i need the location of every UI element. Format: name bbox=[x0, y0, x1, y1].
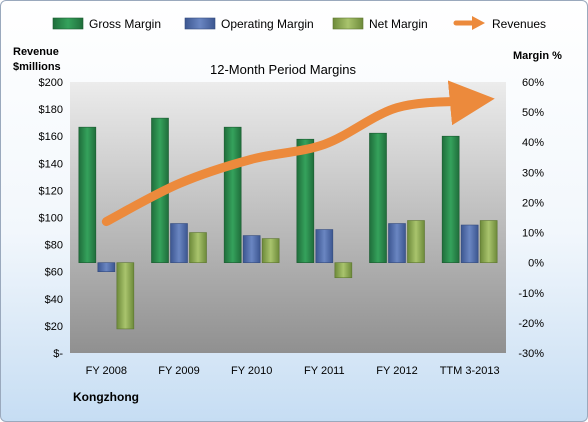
bar-operating-margin bbox=[388, 223, 406, 263]
chart-title: 12-Month Period Margins bbox=[210, 62, 356, 77]
left-tick-label: $140 bbox=[39, 158, 63, 170]
left-tick-label: $120 bbox=[39, 185, 63, 197]
bar-operating-margin bbox=[460, 224, 479, 263]
right-tick-label: -20% bbox=[518, 318, 544, 330]
bar-gross-margin bbox=[223, 126, 242, 263]
legend-label-gross-margin: Gross Margin bbox=[89, 17, 161, 31]
left-tick-label: $160 bbox=[39, 131, 63, 143]
right-tick-label: -30% bbox=[518, 348, 544, 360]
right-tick-label: 40% bbox=[522, 137, 544, 149]
bar-gross-margin bbox=[296, 138, 315, 263]
category-label: FY 2010 bbox=[231, 365, 272, 377]
bar-operating-margin bbox=[97, 262, 116, 272]
right-tick-label: 10% bbox=[522, 228, 544, 240]
right-axis-title: Margin % bbox=[513, 50, 562, 62]
category-axis: FY 2008 FY 2009 FY 2010 FY 2011 FY 2012 TTM 3… bbox=[86, 365, 500, 377]
company-name: Kongzhong bbox=[73, 390, 139, 404]
bar-net-margin bbox=[189, 232, 207, 263]
legend-swatch-gross-margin bbox=[52, 17, 84, 30]
right-tick-label: 60% bbox=[522, 77, 544, 89]
category-label: FY 2011 bbox=[304, 365, 345, 377]
left-tick-label: $60 bbox=[45, 267, 63, 279]
left-tick-label: $20 bbox=[45, 321, 63, 333]
right-tick-label: 0% bbox=[528, 258, 544, 270]
bar-gross-margin bbox=[78, 126, 97, 263]
bar-gross-margin bbox=[441, 135, 460, 263]
bar-operating-margin bbox=[315, 229, 334, 263]
bar-net-margin bbox=[479, 220, 498, 263]
category-label: TTM 3-2013 bbox=[440, 365, 500, 377]
revenue-line-layer bbox=[101, 80, 495, 227]
bar-gross-margin bbox=[369, 132, 387, 263]
plot-area bbox=[70, 82, 506, 353]
left-axis: $- $20 $40 $60 $80 $100 $120 $140 $160 $180 $200 bbox=[39, 77, 64, 360]
category-label: FY 2009 bbox=[158, 365, 199, 377]
legend-label-operating-margin: Operating Margin bbox=[221, 17, 314, 31]
left-tick-label: $100 bbox=[39, 213, 63, 225]
bar-operating-margin bbox=[242, 235, 261, 263]
category-label: FY 2008 bbox=[86, 365, 127, 377]
legend-label-revenues: Revenues bbox=[492, 17, 546, 31]
left-tick-label: $200 bbox=[39, 77, 63, 89]
right-tick-label: 50% bbox=[522, 107, 544, 119]
left-tick-label: $80 bbox=[45, 240, 63, 252]
left-tick-label: $180 bbox=[39, 104, 63, 116]
legend: Gross Margin Operating Margin Net Margin Re… bbox=[52, 16, 546, 31]
right-tick-label: 30% bbox=[522, 167, 544, 179]
bar-net-margin bbox=[334, 262, 353, 279]
bar-net-margin bbox=[407, 220, 425, 263]
left-tick-label: $40 bbox=[45, 294, 63, 306]
revenue-line bbox=[101, 80, 495, 227]
left-axis-title-line1: Revenue bbox=[13, 46, 59, 58]
right-tick-label: 20% bbox=[522, 197, 544, 209]
right-tick-label: -10% bbox=[518, 288, 544, 300]
legend-swatch-net-margin bbox=[332, 17, 364, 30]
right-axis: -30% -20% -10% 0% 10% 20% 30% 40% 50% 60% bbox=[518, 77, 544, 360]
bars bbox=[78, 117, 498, 330]
bar-net-margin bbox=[261, 238, 280, 263]
left-tick-label: $- bbox=[53, 348, 63, 360]
left-axis-title-line2: $millions bbox=[13, 61, 61, 73]
legend-arrow-revenues bbox=[472, 16, 485, 30]
legend-swatch-operating-margin bbox=[184, 17, 216, 30]
legend-label-net-margin: Net Margin bbox=[369, 17, 428, 31]
category-label: FY 2012 bbox=[376, 365, 417, 377]
bar-net-margin bbox=[116, 262, 135, 330]
bar-operating-margin bbox=[170, 223, 188, 263]
